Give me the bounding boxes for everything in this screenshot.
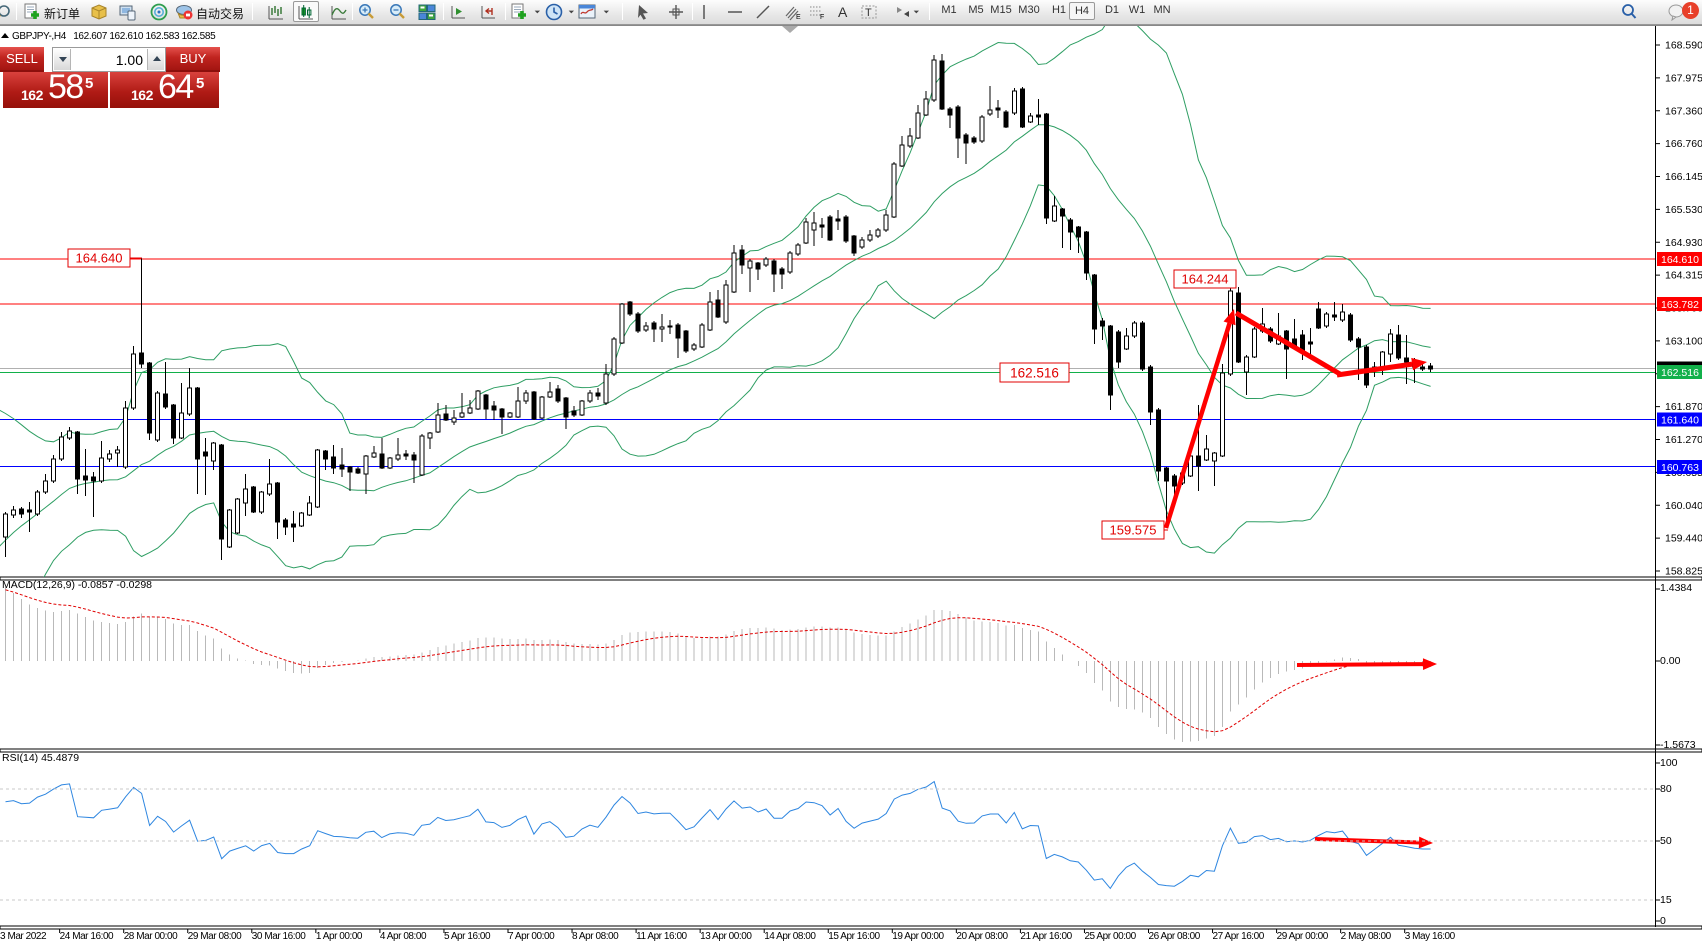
svg-text:3 May 16:00: 3 May 16:00 bbox=[1405, 931, 1456, 942]
svg-text:162.516: 162.516 bbox=[1661, 367, 1699, 379]
svg-text:F: F bbox=[820, 14, 824, 21]
svg-text:0.00: 0.00 bbox=[1660, 655, 1681, 667]
svg-text:161.270: 161.270 bbox=[1665, 434, 1702, 446]
svg-text:14 Apr 08:00: 14 Apr 08:00 bbox=[764, 931, 816, 942]
svg-text:8 Apr 08:00: 8 Apr 08:00 bbox=[572, 931, 619, 942]
svg-text:A: A bbox=[838, 4, 848, 20]
svg-text:0: 0 bbox=[1660, 915, 1666, 927]
svg-text:20 Apr 08:00: 20 Apr 08:00 bbox=[956, 931, 1008, 942]
svg-text:15: 15 bbox=[1660, 894, 1672, 906]
svg-text:159.440: 159.440 bbox=[1665, 533, 1702, 545]
svg-text:15 Apr 16:00: 15 Apr 16:00 bbox=[828, 931, 880, 942]
svg-text:19 Apr 00:00: 19 Apr 00:00 bbox=[892, 931, 944, 942]
svg-text:164.640: 164.640 bbox=[76, 251, 123, 266]
svg-text:100: 100 bbox=[1660, 757, 1678, 769]
svg-text:50: 50 bbox=[1660, 835, 1672, 847]
svg-text:30 Mar 16:00: 30 Mar 16:00 bbox=[252, 931, 306, 942]
svg-text:27 Apr 16:00: 27 Apr 16:00 bbox=[1213, 931, 1265, 942]
svg-text:2 May 08:00: 2 May 08:00 bbox=[1341, 931, 1392, 942]
svg-text:29 Mar 08:00: 29 Mar 08:00 bbox=[188, 931, 242, 942]
svg-text:-1.5673: -1.5673 bbox=[1660, 739, 1696, 751]
svg-text:28 Mar 00:00: 28 Mar 00:00 bbox=[124, 931, 178, 942]
svg-text:159.575: 159.575 bbox=[1110, 523, 1157, 538]
svg-text:161.870: 161.870 bbox=[1665, 401, 1702, 413]
svg-text:167.975: 167.975 bbox=[1665, 72, 1702, 84]
svg-text:29 Apr 00:00: 29 Apr 00:00 bbox=[1277, 931, 1329, 942]
svg-text:11 Apr 16:00: 11 Apr 16:00 bbox=[636, 931, 687, 942]
svg-text:21 Apr 16:00: 21 Apr 16:00 bbox=[1020, 931, 1072, 942]
svg-text:160.040: 160.040 bbox=[1665, 500, 1702, 512]
svg-text:167.360: 167.360 bbox=[1665, 105, 1702, 117]
svg-text:168.590: 168.590 bbox=[1665, 40, 1702, 52]
svg-text:163.100: 163.100 bbox=[1665, 335, 1702, 347]
svg-text:166.145: 166.145 bbox=[1665, 171, 1702, 183]
svg-text:164.930: 164.930 bbox=[1665, 237, 1702, 249]
svg-text:24 Mar 16:00: 24 Mar 16:00 bbox=[60, 931, 114, 942]
svg-text:13 Apr 00:00: 13 Apr 00:00 bbox=[700, 931, 752, 942]
svg-text:163.782: 163.782 bbox=[1661, 299, 1699, 311]
svg-text:E: E bbox=[796, 14, 801, 21]
svg-text:164.244: 164.244 bbox=[1182, 272, 1229, 287]
svg-text:26 Apr 08:00: 26 Apr 08:00 bbox=[1149, 931, 1201, 942]
svg-text:166.760: 166.760 bbox=[1665, 138, 1702, 150]
svg-text:5 Apr 16:00: 5 Apr 16:00 bbox=[444, 931, 491, 942]
svg-text:4 Apr 08:00: 4 Apr 08:00 bbox=[380, 931, 427, 942]
svg-text:164.315: 164.315 bbox=[1665, 270, 1702, 282]
svg-text:164.610: 164.610 bbox=[1661, 254, 1699, 266]
svg-text:7 Apr 00:00: 7 Apr 00:00 bbox=[508, 931, 555, 942]
svg-text:80: 80 bbox=[1660, 783, 1672, 795]
svg-text:3 Mar 2022: 3 Mar 2022 bbox=[0, 931, 47, 942]
svg-text:160.763: 160.763 bbox=[1661, 462, 1699, 474]
svg-text:161.640: 161.640 bbox=[1661, 414, 1699, 426]
svg-text:162.516: 162.516 bbox=[1010, 366, 1059, 381]
svg-text:1.4384: 1.4384 bbox=[1660, 582, 1692, 594]
svg-text:25 Apr 00:00: 25 Apr 00:00 bbox=[1084, 931, 1136, 942]
svg-text:158.825: 158.825 bbox=[1665, 566, 1702, 578]
svg-text:165.530: 165.530 bbox=[1665, 204, 1702, 216]
svg-text:1 Apr 00:00: 1 Apr 00:00 bbox=[316, 931, 363, 942]
svg-text:T: T bbox=[865, 7, 872, 19]
svg-text:MACD(12,26,9) -0.0857 -0.0298: MACD(12,26,9) -0.0857 -0.0298 bbox=[2, 579, 152, 591]
svg-text:RSI(14) 45.4879: RSI(14) 45.4879 bbox=[2, 752, 79, 764]
